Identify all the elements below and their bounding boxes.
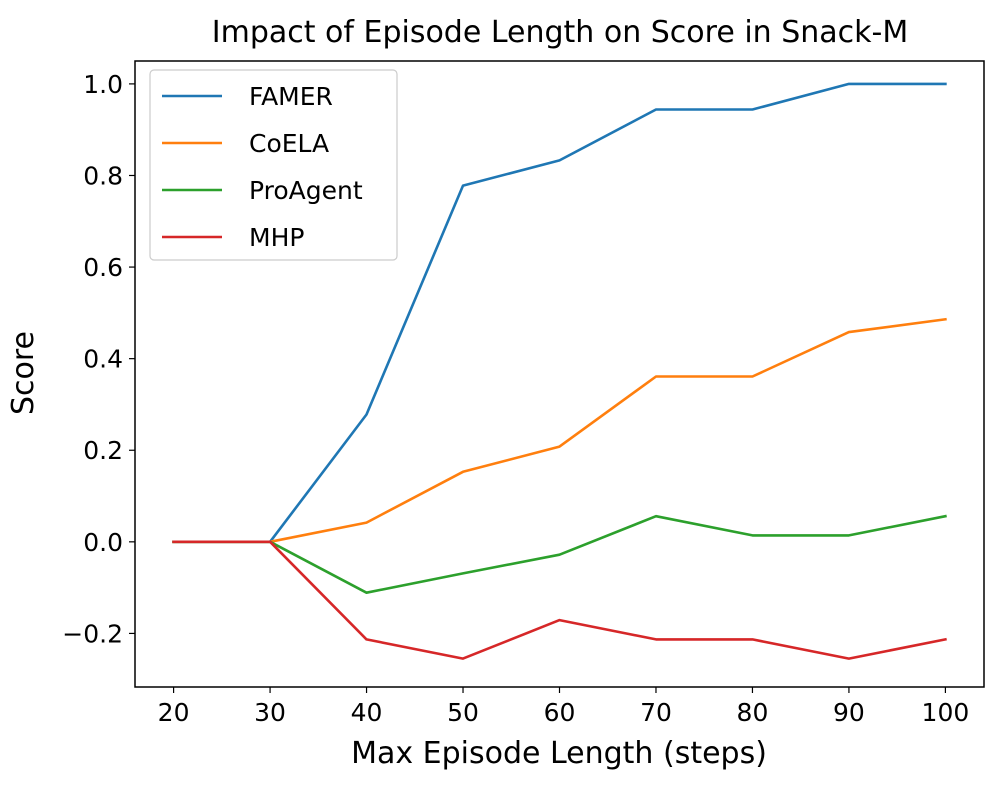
series-line-proagent <box>172 514 947 595</box>
x-tick-label: 30 <box>254 698 286 727</box>
series-lines <box>172 82 947 660</box>
x-tick-label: 90 <box>833 698 865 727</box>
y-tick-label: 0.6 <box>83 253 123 282</box>
series-line-mhp <box>172 540 947 660</box>
x-tick-label: 60 <box>544 698 576 727</box>
x-tick-label: 20 <box>158 698 190 727</box>
legend-label-coela: CoELA <box>249 129 329 158</box>
legend-label-proagent: ProAgent <box>249 176 363 205</box>
y-tick-label: 0.0 <box>83 528 123 557</box>
axis-ticks: 20 30 40 50 60 70 80 90 100 −0.2 0.0 0.2 0.4 0.6 0.8 1.… <box>62 70 969 727</box>
x-tick-label: 80 <box>737 698 769 727</box>
chart-title: Impact of Episode Length on Score in Sna… <box>212 15 908 50</box>
y-axis-label: Score <box>6 331 41 415</box>
y-tick-label: 1.0 <box>83 70 123 99</box>
series-line-coela <box>172 317 947 544</box>
y-tick-label: 0.2 <box>83 436 123 465</box>
x-tick-label: 40 <box>351 698 383 727</box>
x-tick-label: 100 <box>922 698 970 727</box>
series-line-famer <box>172 82 947 544</box>
x-tick-label: 70 <box>640 698 672 727</box>
legend-label-mhp: MHP <box>249 223 304 252</box>
legend-box <box>149 69 398 261</box>
y-tick-label: −0.2 <box>62 619 123 648</box>
x-tick-label: 50 <box>447 698 479 727</box>
legend-label-famer: FAMER <box>249 82 333 111</box>
x-axis-label: Max Episode Length (steps) <box>351 736 767 771</box>
plot-area-frame <box>134 60 985 688</box>
y-tick-label: 0.4 <box>83 345 123 374</box>
legend: FAMER CoELA ProAgent MHP <box>149 69 398 261</box>
y-tick-label: 0.8 <box>83 161 123 190</box>
